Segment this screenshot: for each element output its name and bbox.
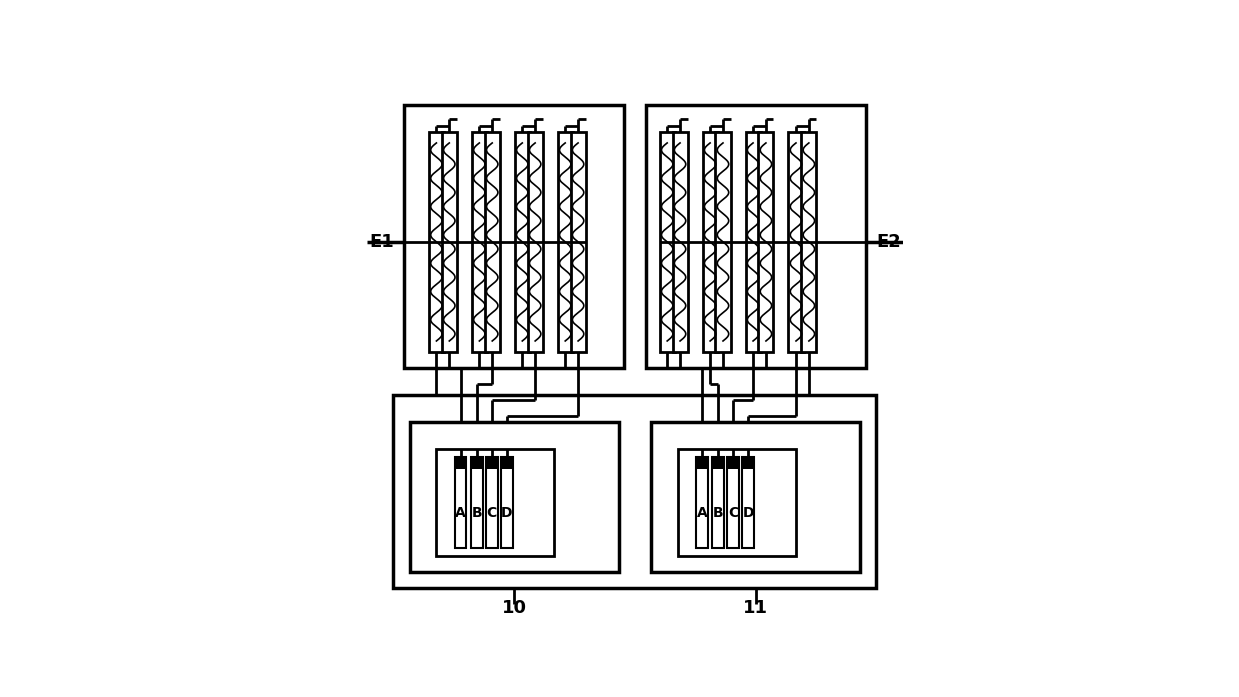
Bar bbox=[788, 132, 804, 352]
Bar bbox=[514, 132, 530, 352]
Bar bbox=[484, 132, 499, 352]
Bar bbox=[696, 457, 707, 469]
Bar bbox=[486, 457, 498, 469]
Text: E2: E2 bbox=[876, 233, 901, 251]
Bar bbox=[410, 422, 620, 572]
Text: C: C bbox=[729, 506, 738, 520]
Bar bbox=[501, 457, 513, 548]
Bar bbox=[442, 132, 457, 352]
Text: E1: E1 bbox=[369, 233, 394, 251]
Bar bbox=[472, 132, 487, 352]
Text: B: B bbox=[471, 506, 482, 520]
Text: A: A bbox=[455, 506, 466, 520]
Bar bbox=[486, 457, 498, 548]
Bar bbox=[678, 449, 795, 556]
Bar bbox=[727, 457, 740, 469]
Bar bbox=[471, 457, 482, 469]
Bar bbox=[471, 457, 482, 548]
Bar bbox=[501, 457, 513, 469]
Bar bbox=[404, 105, 624, 368]
Bar bbox=[571, 132, 586, 352]
Bar bbox=[646, 105, 866, 368]
Text: D: D bbox=[742, 506, 755, 520]
Bar bbox=[746, 132, 761, 352]
Bar bbox=[703, 132, 717, 352]
Bar bbox=[758, 132, 773, 352]
Text: D: D bbox=[501, 506, 513, 520]
Text: B: B bbox=[712, 506, 724, 520]
Bar bbox=[436, 449, 555, 556]
Bar bbox=[712, 457, 724, 548]
Bar bbox=[455, 457, 466, 548]
Text: 11: 11 bbox=[743, 599, 768, 617]
Bar bbox=[650, 422, 860, 572]
Bar bbox=[528, 132, 543, 352]
Bar bbox=[712, 457, 724, 469]
Bar bbox=[802, 132, 817, 352]
Bar bbox=[742, 457, 755, 548]
Bar bbox=[558, 132, 572, 352]
Bar bbox=[429, 132, 444, 352]
Text: C: C bbox=[487, 506, 497, 520]
Bar bbox=[394, 395, 876, 588]
Bar bbox=[673, 132, 688, 352]
Bar bbox=[696, 457, 707, 548]
Bar bbox=[659, 132, 675, 352]
Text: 10: 10 bbox=[502, 599, 527, 617]
Bar bbox=[715, 132, 731, 352]
Bar bbox=[742, 457, 755, 469]
Bar bbox=[455, 457, 466, 469]
Bar bbox=[727, 457, 740, 548]
Text: A: A bbox=[696, 506, 707, 520]
